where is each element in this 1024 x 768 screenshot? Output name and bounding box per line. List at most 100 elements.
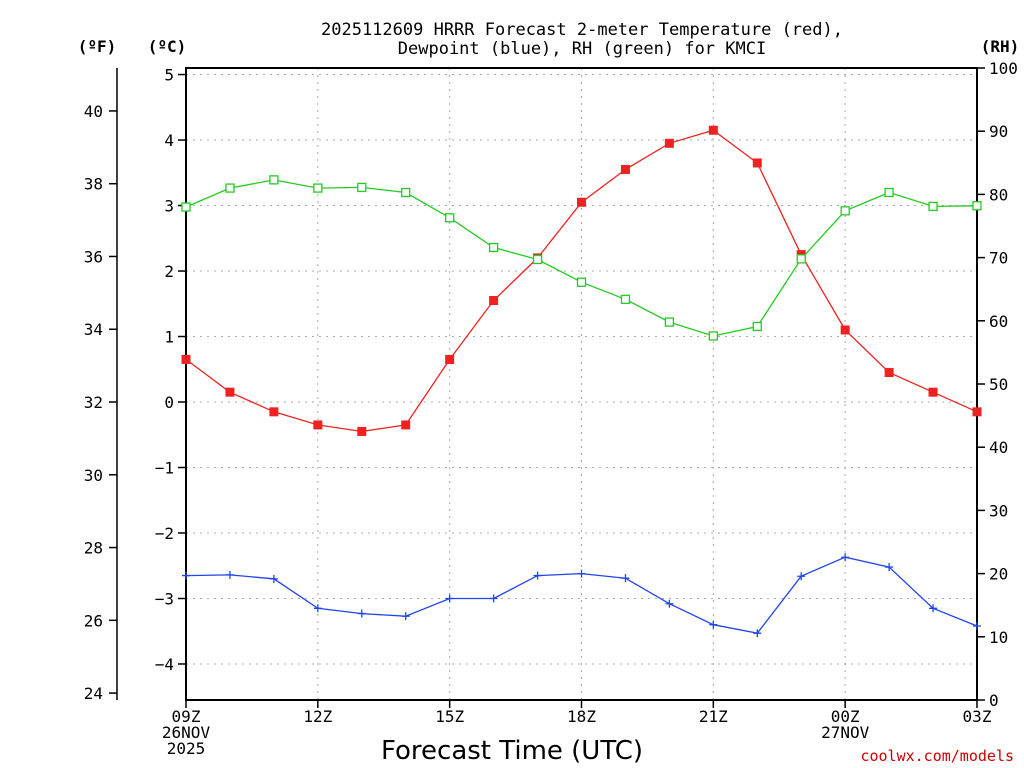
x-tick-label: 03Z xyxy=(963,707,992,726)
fahrenheit-tick-label: 34 xyxy=(84,320,103,339)
data-point xyxy=(401,420,411,430)
data-point xyxy=(357,609,366,618)
rh-tick-label: 50 xyxy=(989,375,1008,394)
data-point xyxy=(269,574,278,583)
data-point xyxy=(181,354,191,364)
data-point xyxy=(752,158,762,168)
data-point xyxy=(269,175,279,185)
data-point xyxy=(709,620,718,629)
data-point xyxy=(533,571,542,580)
rh-tick-label: 10 xyxy=(989,628,1008,647)
data-point xyxy=(357,426,367,436)
data-point xyxy=(401,612,410,621)
data-point xyxy=(576,277,587,287)
data-point xyxy=(928,201,938,212)
data-point xyxy=(664,317,675,327)
data-point xyxy=(445,594,454,603)
data-point xyxy=(225,570,234,579)
celsius-tick-label: −1 xyxy=(155,459,174,478)
x-tick-label: 12Z xyxy=(303,707,332,726)
rh-tick-label: 90 xyxy=(989,122,1008,141)
data-point xyxy=(489,594,498,603)
celsius-unit-label: (ºC) xyxy=(148,37,187,56)
data-point xyxy=(885,563,894,572)
data-point xyxy=(708,331,718,341)
fahrenheit-tick-label: 36 xyxy=(84,247,103,266)
data-point xyxy=(577,569,586,578)
data-point xyxy=(972,407,982,417)
gridlines xyxy=(186,68,977,700)
data-point xyxy=(357,182,367,193)
data-point xyxy=(181,202,191,212)
data-point xyxy=(532,254,543,265)
fahrenheit-tick-label: 32 xyxy=(84,393,103,412)
celsius-tick-label: −4 xyxy=(155,655,174,674)
data-point xyxy=(225,387,235,397)
data-point xyxy=(752,321,762,332)
data-point xyxy=(489,295,499,305)
rh-unit-label: (RH) xyxy=(981,37,1020,56)
rh-tick-label: 100 xyxy=(989,59,1018,78)
data-point xyxy=(841,553,850,562)
x-tick-label: 26NOV xyxy=(162,723,211,742)
data-point xyxy=(753,629,762,638)
data-point xyxy=(313,604,322,613)
x-tick-label: 09Z xyxy=(172,707,201,726)
celsius-tick-label: −2 xyxy=(155,524,174,543)
data-point xyxy=(621,574,630,583)
rh-tick-label: 30 xyxy=(989,501,1008,520)
data-point xyxy=(313,420,323,430)
celsius-tick-label: 2 xyxy=(164,262,174,281)
rh-tick-label: 80 xyxy=(989,185,1008,204)
data-point xyxy=(665,599,674,608)
chart-title: 2025112609 HRRR Forecast 2-meter Tempera… xyxy=(321,20,843,59)
data-point xyxy=(796,254,806,264)
data-point xyxy=(445,354,455,364)
data-point xyxy=(928,387,938,397)
fahrenheit-unit-label: (ºF) xyxy=(78,37,117,56)
data-point xyxy=(620,165,630,175)
data-point xyxy=(664,138,674,148)
fahrenheit-tick-label: 38 xyxy=(84,175,103,194)
data-point xyxy=(929,604,938,613)
fahrenheit-tick-label: 24 xyxy=(84,684,103,703)
x-tick-label: 27NOV xyxy=(821,723,870,742)
data-point xyxy=(884,368,894,378)
data-point xyxy=(840,206,850,216)
fahrenheit-tick-label: 28 xyxy=(84,539,103,558)
title-line-1: 2025112609 HRRR Forecast 2-meter Tempera… xyxy=(321,20,843,40)
data-point xyxy=(401,187,411,198)
rh-tick-label: 40 xyxy=(989,438,1008,457)
fahrenheit-tick-label: 30 xyxy=(84,466,103,485)
series-dewpoint xyxy=(182,553,981,638)
rh-tick-label: 70 xyxy=(989,249,1008,268)
data-point xyxy=(620,294,631,304)
data-point xyxy=(973,621,981,630)
x-tick-label: 2025 xyxy=(167,739,206,758)
data-point xyxy=(182,571,190,580)
x-axis-label: Forecast Time (UTC) xyxy=(381,736,643,766)
x-tick-label: 00Z xyxy=(831,707,860,726)
data-point xyxy=(797,572,806,581)
celsius-tick-label: 1 xyxy=(164,328,174,347)
data-point xyxy=(445,213,455,223)
x-tick-label: 18Z xyxy=(567,707,596,726)
series-rh xyxy=(181,175,982,341)
celsius-tick-label: 3 xyxy=(164,197,174,216)
data-point xyxy=(313,183,323,193)
x-tick-label: 21Z xyxy=(699,707,728,726)
data-series xyxy=(181,125,982,638)
celsius-tick-label: 4 xyxy=(164,131,174,150)
celsius-tick-label: 0 xyxy=(164,393,174,412)
celsius-tick-label: −3 xyxy=(155,589,174,608)
fahrenheit-tick-label: 26 xyxy=(84,611,103,630)
axes: −4−3−2−101234524262830323436384001020304… xyxy=(84,59,1018,710)
data-point xyxy=(840,325,850,335)
rh-tick-label: 0 xyxy=(989,691,999,710)
data-point xyxy=(708,125,718,135)
x-tick-label: 15Z xyxy=(435,707,464,726)
data-point xyxy=(225,183,235,193)
data-point xyxy=(269,407,279,417)
